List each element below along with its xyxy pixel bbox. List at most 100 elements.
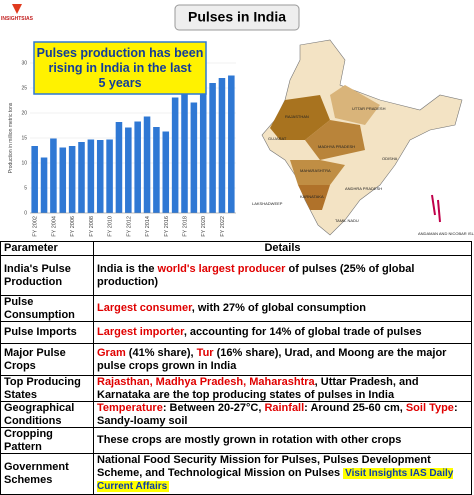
details: Largest consumer, with 27% of global con…: [93, 295, 472, 322]
y-tick-label: 25: [21, 85, 27, 91]
map-label: ANDAMAN AND NICOBAR ISLANDS: [418, 231, 474, 236]
detail-text: Largest importer: [97, 326, 184, 339]
detail-text: Soil Type: [405, 402, 454, 414]
column-header: Parameter: [0, 241, 94, 256]
bar: [199, 90, 207, 213]
map-label: KARNATAKA: [300, 194, 324, 199]
state-up: [330, 85, 380, 125]
detail-text: These crops are mostly grown in rotation…: [97, 434, 402, 447]
map-label: ANDHRA PRADESH: [345, 186, 382, 191]
map-label: MADHYA PRADESH: [318, 144, 355, 149]
detail-text: , with 27% of global consumption: [191, 302, 366, 315]
bar: [50, 138, 57, 213]
x-tick-label: FY 2002: [33, 216, 39, 237]
detail-text: : Sandy-loamy soil: [97, 402, 458, 427]
chart: 0 5 10 15 20 25 30 Production in million metric…: [8, 41, 236, 237]
map-label: TAMIL NADU: [335, 218, 359, 223]
map-label: MAHARASHTRA: [300, 168, 331, 173]
y-axis-label: Production in million metric tons: [8, 102, 14, 173]
detail-text: of pulses (25% of global production): [97, 263, 415, 288]
bar: [78, 142, 85, 213]
details: India is the world's largest producer of…: [93, 255, 472, 296]
details: Temperature: Between 20-27°C, Rainfall: …: [93, 401, 472, 428]
x-tick-label: FY 2008: [89, 216, 95, 237]
detail-text: : Between 20-27°C,: [162, 402, 265, 414]
x-tick-label: FY 2020: [201, 216, 207, 237]
y-tick-label: 15: [21, 135, 27, 141]
bar: [209, 83, 216, 213]
parameter: India's Pulse Production: [0, 255, 94, 296]
x-tick-label: FY 2006: [70, 216, 76, 237]
page: INSIGHTSIAS Pulses in India 0 5 10 15 20 25 30…: [0, 4, 474, 495]
parameter: Top Producing States: [0, 375, 94, 402]
x-tick-label: FY 2018: [183, 216, 189, 237]
detail-text: Temperature: [97, 402, 163, 414]
details: Rajasthan, Madhya Pradesh, Maharashtra, …: [93, 375, 472, 402]
x-tick-label: FY 2004: [51, 216, 57, 237]
bar: [106, 139, 113, 213]
info-table: Parameter Details India's Pulse Productio…: [0, 241, 472, 495]
parameter: Pulse Consumption: [0, 295, 94, 322]
map-label: ODISHA: [382, 156, 398, 161]
bar: [59, 147, 67, 213]
state-maharashtra: [290, 160, 345, 185]
detail-text: : Around 25-60 cm,: [304, 402, 406, 414]
y-tick-label: 30: [21, 60, 27, 66]
detail-text: (41% share),: [125, 347, 197, 359]
title: Pulses in India: [188, 9, 286, 25]
bar: [162, 131, 170, 213]
parameter: Cropping Pattern: [0, 427, 94, 454]
bar: [87, 139, 95, 213]
x-tick-label: FY 2012: [126, 216, 132, 237]
y-tick-label: 10: [21, 160, 27, 166]
parameter: Major Pulse Crops: [0, 343, 94, 376]
bar: [190, 102, 198, 213]
bar: [228, 75, 235, 213]
bar: [134, 121, 141, 213]
bar: [218, 78, 226, 213]
title-box: [174, 4, 300, 31]
details: Gram (41% share), Tur (16% share), Urad,…: [93, 343, 472, 376]
details: These crops are mostly grown in rotation…: [93, 427, 472, 454]
x-tick-label: FY 2010: [108, 216, 114, 237]
map-label: UTTAR PRADESH: [352, 106, 386, 111]
y-tick-label: 0: [24, 210, 27, 216]
details: Largest importer, accounting for 14% of …: [93, 321, 472, 344]
y-tick-label: 5: [24, 185, 27, 191]
map-label: LAKSHADWEEP: [252, 201, 283, 206]
annotation-box: [33, 41, 207, 95]
detail-text: Rainfall: [264, 402, 305, 414]
bar: [171, 97, 179, 213]
map-label: GUJARAT: [268, 136, 287, 141]
column-header: Details: [93, 241, 472, 256]
bar: [115, 122, 123, 213]
map-label: RAJASTHAN: [285, 114, 309, 119]
state-rajasthan: [270, 95, 330, 140]
y-tick-label: 20: [21, 110, 27, 116]
x-tick-label: FY 2014: [145, 216, 151, 237]
bar: [96, 140, 104, 213]
bar: [125, 127, 132, 213]
bar: [68, 146, 76, 213]
state-karnataka: [298, 185, 330, 210]
detail-text: India is the: [97, 263, 158, 275]
detail-text: Tur: [196, 347, 214, 359]
parameter: Geographical Conditions: [0, 401, 94, 428]
bar: [143, 116, 151, 213]
map: RAJASTHAN GUJARAT MADHYA PRADESH UTTAR PRAD…: [252, 39, 474, 236]
parameter: Pulse Imports: [0, 321, 94, 344]
bar: [181, 86, 188, 213]
bar: [40, 157, 48, 213]
detail-text: Largest consumer: [97, 302, 192, 315]
logo: INSIGHTSIAS: [1, 16, 34, 22]
bar: [153, 127, 160, 213]
islands: [431, 194, 441, 223]
detail-text: Gram: [97, 347, 126, 359]
state-mp: [305, 120, 365, 160]
x-tick-label: FY 2022: [220, 216, 226, 237]
detail-text: Rajasthan, Madhya Pradesh, Maharashtra: [97, 376, 315, 388]
detail-text: , Uttar Pradesh, and Karnataka are the t…: [97, 376, 419, 401]
annotation: Pulses production has been rising in Indi…: [37, 46, 204, 90]
detail-text: (16% share), Urad, and Moong are the maj…: [97, 347, 447, 372]
detail-text: , accounting for 14% of global trade of …: [183, 326, 422, 339]
